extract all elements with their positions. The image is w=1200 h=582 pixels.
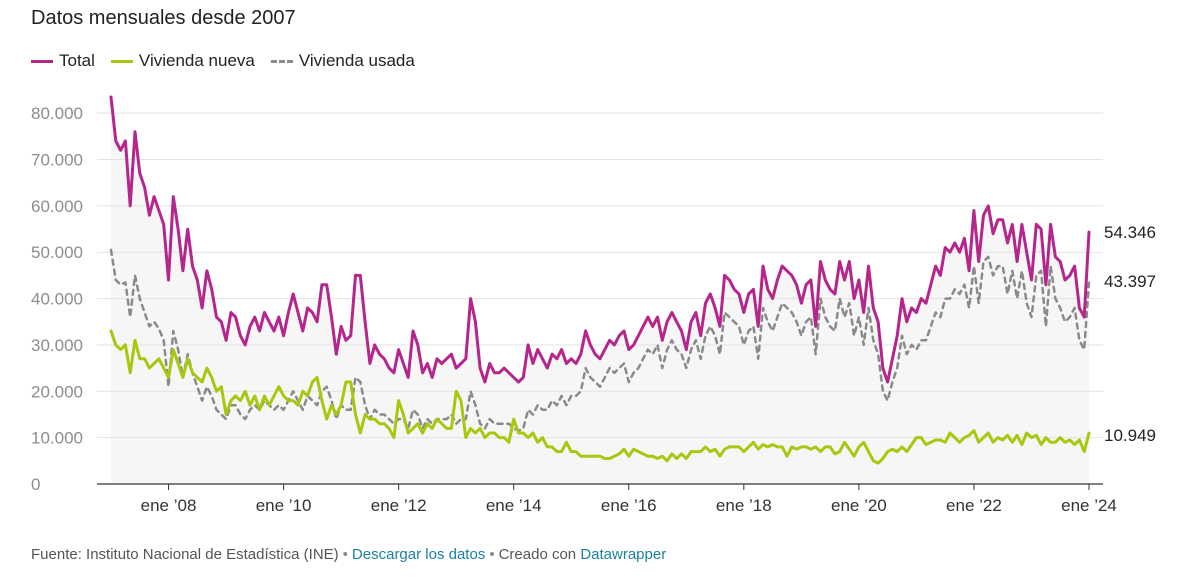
legend-label-total: Total (59, 51, 95, 70)
y-tick-label: 80.000 (31, 104, 83, 123)
x-tick-label: ene ’16 (601, 496, 657, 515)
series-line-total (109, 95, 1091, 384)
footer: Fuente: Instituto Nacional de Estadístic… (31, 546, 666, 563)
y-tick-label: 50.000 (31, 243, 83, 262)
area-fill (111, 97, 1089, 484)
chart-title: Datos mensuales desde 2007 (31, 7, 296, 29)
x-tick-label: ene ’24 (1061, 496, 1117, 515)
legend: Total Vivienda nueva Vivienda usada (31, 51, 431, 71)
y-tick-label: 20.000 (31, 382, 83, 401)
x-tick-label: ene ’18 (716, 496, 772, 515)
legend-swatch-nueva (110, 59, 133, 63)
download-data-link[interactable]: Descargar los datos (351, 546, 486, 563)
x-tick-label: ene ’20 (831, 496, 887, 515)
legend-swatch-total (31, 59, 53, 63)
x-tick-label: ene ’22 (946, 496, 1002, 515)
footer-separator: • (342, 546, 348, 563)
x-tick-label: ene ’10 (256, 496, 312, 515)
legend-item-nueva[interactable]: Vivienda nueva (110, 51, 255, 71)
series-line-nueva (109, 329, 1091, 465)
end-label-total: 54.346 (1104, 223, 1156, 242)
x-tick-label: ene ’14 (486, 496, 542, 515)
y-tick-label: 30.000 (31, 336, 83, 355)
footer-separator: • (489, 546, 495, 563)
line-chart: 0 10.000 20.000 30.000 40.000 50.000 60.000 70.… (31, 95, 1156, 515)
y-tick-label: 40.000 (31, 290, 83, 309)
legend-swatch-usada (270, 59, 293, 63)
legend-item-usada[interactable]: Vivienda usada (270, 51, 415, 71)
x-tick-label: ene ’12 (371, 496, 427, 515)
y-tick-label: 10.000 (31, 429, 83, 448)
footer-source: Fuente: Instituto Nacional de Estadístic… (31, 546, 339, 563)
y-tick-label: 60.000 (31, 197, 83, 216)
end-label-usada: 43.397 (1104, 272, 1156, 291)
footer-created: Creado con (498, 546, 577, 563)
y-tick-label: 0 (31, 475, 40, 494)
legend-item-total[interactable]: Total (31, 51, 95, 71)
y-tick-label: 70.000 (31, 151, 83, 170)
series-line-usada (109, 248, 1091, 432)
x-tick-label: ene ’08 (141, 496, 197, 515)
end-label-nueva: 10.949 (1104, 426, 1156, 445)
legend-label-nueva: Vivienda nueva (138, 51, 255, 70)
legend-label-usada: Vivienda usada (298, 51, 415, 70)
datawrapper-link[interactable]: Datawrapper (580, 546, 667, 563)
